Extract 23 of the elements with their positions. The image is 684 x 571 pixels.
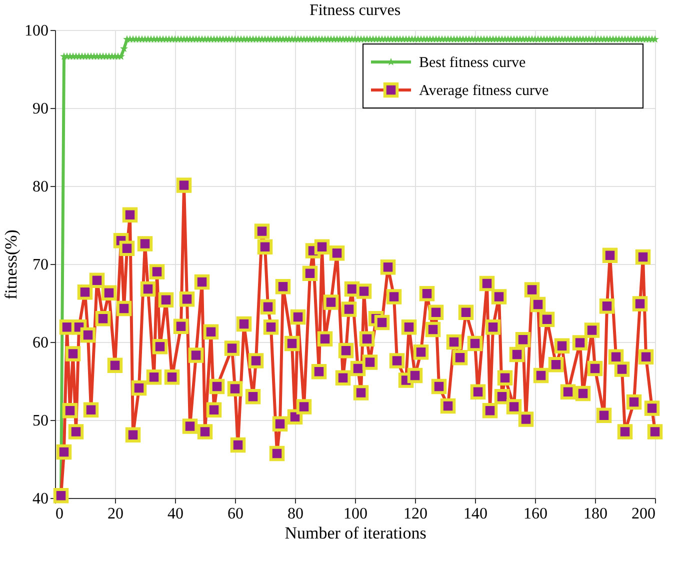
x-tick-label: 80 <box>288 506 304 522</box>
x-tick-label: 180 <box>584 506 608 522</box>
x-tick-label: 200 <box>632 506 656 522</box>
x-tick-label: 120 <box>404 506 428 522</box>
y-tick-label: 70 <box>32 256 48 274</box>
x-axis-title: Number of iterations <box>284 524 426 542</box>
y-tick-label: 90 <box>32 100 48 118</box>
y-tick-label: 100 <box>24 22 48 40</box>
x-tick-label: 0 <box>56 506 64 522</box>
x-tick-label: 20 <box>108 506 124 522</box>
x-tick-label: 140 <box>464 506 488 522</box>
x-tick-label: 60 <box>228 506 244 522</box>
legend-label: Average fitness curve <box>419 83 550 99</box>
y-tick-label: 40 <box>32 490 48 508</box>
y-axis-title: fitness(%) <box>2 230 20 300</box>
y-tick-label: 50 <box>32 412 48 430</box>
x-tick-label: 40 <box>168 506 184 522</box>
y-tick-label: 60 <box>32 334 48 352</box>
x-tick-label: 160 <box>524 506 548 522</box>
chart-title: Fitness curves <box>309 2 401 19</box>
y-tick-label: 80 <box>32 178 48 196</box>
x-tick-label: 100 <box>344 506 368 522</box>
legend-label: Best fitness curve <box>419 55 526 71</box>
